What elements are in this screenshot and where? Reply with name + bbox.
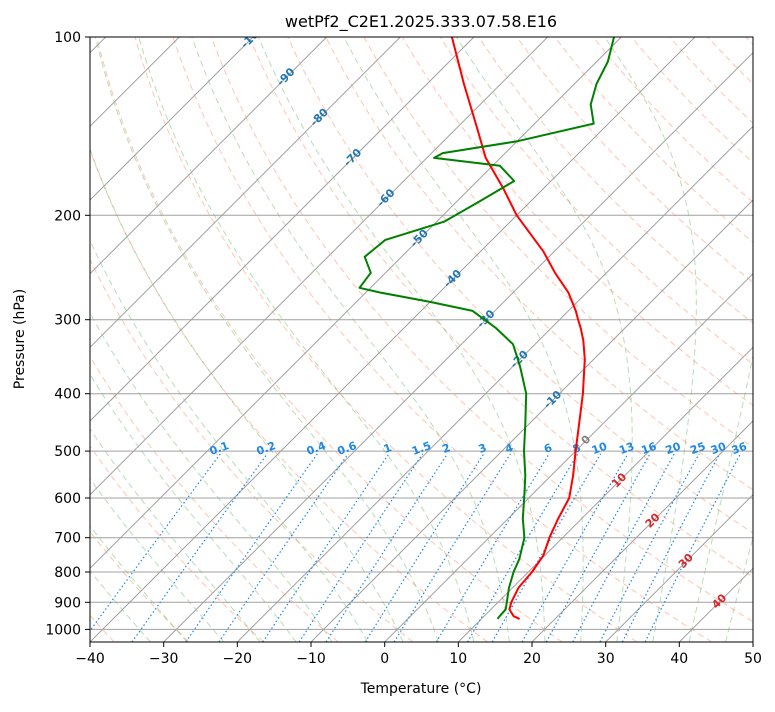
- y-tick-label: 300: [54, 313, 81, 329]
- y-tick-label: 800: [54, 565, 81, 581]
- x-tick-label: 30: [597, 651, 615, 667]
- y-tick-label: 500: [54, 444, 81, 460]
- x-tick-label: 0: [380, 651, 389, 667]
- y-tick-label: 200: [54, 208, 81, 224]
- x-tick-label: 10: [449, 651, 467, 667]
- y-tick-label: 700: [54, 531, 81, 547]
- y-tick-label: 900: [54, 595, 81, 611]
- x-tick-label: −40: [75, 651, 105, 667]
- x-tick-label: −20: [223, 651, 253, 667]
- x-tick-label: −10: [296, 651, 326, 667]
- x-tick-label: 50: [744, 651, 762, 667]
- y-tick-label: 400: [54, 387, 81, 403]
- x-axis-label: Temperature (°C): [360, 681, 482, 697]
- y-tick-label: 100: [54, 30, 81, 46]
- y-tick-label: 600: [54, 491, 81, 507]
- x-tick-label: 20: [523, 651, 541, 667]
- chart-title: wetPf2_C2E1.2025.333.07.58.E16: [285, 12, 557, 32]
- y-tick-label: 1000: [45, 622, 81, 638]
- x-tick-label: −30: [149, 651, 179, 667]
- x-tick-label: 40: [670, 651, 688, 667]
- y-axis-label: Pressure (hPa): [12, 289, 28, 389]
